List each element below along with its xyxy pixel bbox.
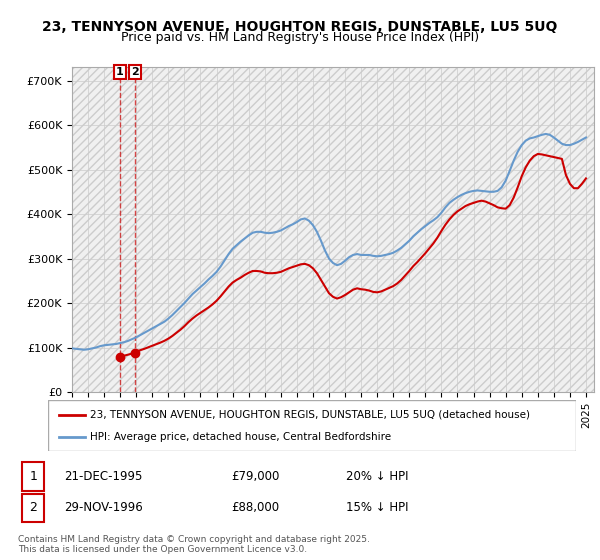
Text: 1: 1 [29, 470, 37, 483]
Text: 1: 1 [116, 67, 124, 77]
Text: 2: 2 [29, 501, 37, 514]
Text: 2: 2 [131, 67, 139, 77]
FancyBboxPatch shape [22, 463, 44, 491]
Text: Contains HM Land Registry data © Crown copyright and database right 2025.
This d: Contains HM Land Registry data © Crown c… [18, 535, 370, 554]
Text: £88,000: £88,000 [231, 501, 279, 514]
Text: 15% ↓ HPI: 15% ↓ HPI [346, 501, 409, 514]
Bar [72, 67, 594, 392]
Text: 20% ↓ HPI: 20% ↓ HPI [346, 470, 409, 483]
Text: Price paid vs. HM Land Registry's House Price Index (HPI): Price paid vs. HM Land Registry's House … [121, 31, 479, 44]
Text: HPI: Average price, detached house, Central Bedfordshire: HPI: Average price, detached house, Cent… [90, 432, 391, 442]
Text: 29-NOV-1996: 29-NOV-1996 [64, 501, 143, 514]
Text: 23, TENNYSON AVENUE, HOUGHTON REGIS, DUNSTABLE, LU5 5UQ (detached house): 23, TENNYSON AVENUE, HOUGHTON REGIS, DUN… [90, 409, 530, 419]
Text: £79,000: £79,000 [231, 470, 279, 483]
Text: 23, TENNYSON AVENUE, HOUGHTON REGIS, DUNSTABLE, LU5 5UQ: 23, TENNYSON AVENUE, HOUGHTON REGIS, DUN… [43, 20, 557, 34]
FancyBboxPatch shape [22, 494, 44, 522]
Text: 21-DEC-1995: 21-DEC-1995 [64, 470, 142, 483]
FancyBboxPatch shape [48, 400, 576, 451]
